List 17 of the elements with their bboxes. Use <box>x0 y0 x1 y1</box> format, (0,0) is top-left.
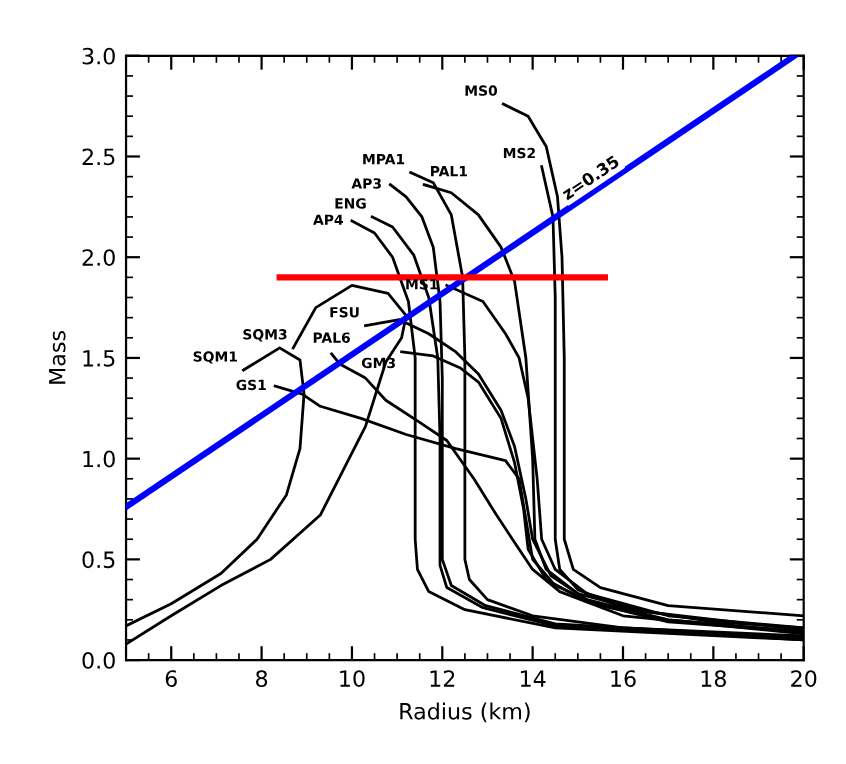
x-tick-label: 10 <box>340 670 365 688</box>
y-tick-label: 2.5 <box>82 148 115 166</box>
x-tick-label: 8 <box>256 670 268 688</box>
x-tick-label: 16 <box>611 670 636 688</box>
y-tick-label: 1.0 <box>83 450 115 468</box>
x-tick-label: 20 <box>791 670 817 688</box>
x-tick-label: 12 <box>430 670 455 687</box>
x-axis-title: Radius (km) <box>400 702 530 723</box>
y-tick-label: 3.0 <box>82 47 115 65</box>
x-tick-label: 6 <box>165 670 177 688</box>
y-tick-label: 0.5 <box>82 551 115 569</box>
y-tick-label: 1.5 <box>83 350 115 367</box>
x-tick-label: 18 <box>701 670 726 688</box>
y-tick-label: 0.0 <box>82 652 115 669</box>
x-tick-label: 14 <box>520 670 546 687</box>
y-axis-title: Mass <box>49 331 66 384</box>
y-tick-label: 2.0 <box>82 249 115 266</box>
